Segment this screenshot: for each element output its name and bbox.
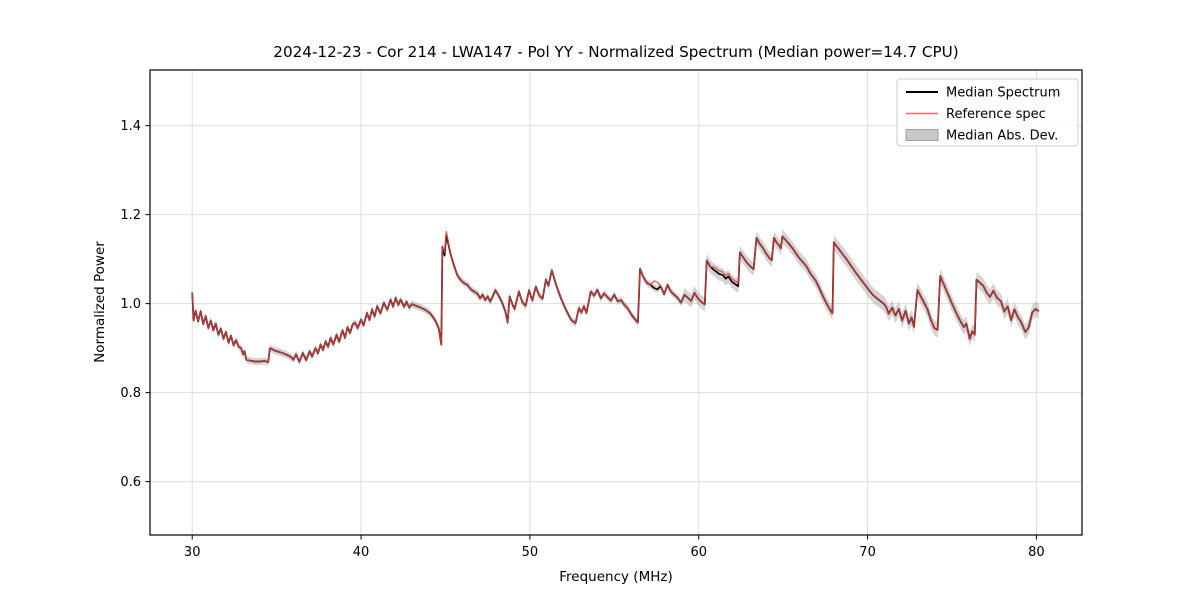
legend-swatch-patch (905, 129, 939, 141)
x-tick-label: 40 (353, 545, 370, 560)
tick-layer: 30 40 50 60 70 80 0.6 0.8 1.0 1.2 1.4 (120, 119, 1044, 560)
legend-item-label: Median Spectrum (946, 86, 1060, 101)
line-layer (191, 230, 1040, 364)
legend-item-label: Median Abs. Dev. (946, 129, 1058, 144)
y-tick-label: 1.4 (120, 119, 141, 134)
y-tick-label: 1.0 (120, 297, 141, 312)
axes-frame-layer (149, 69, 1083, 536)
legend-box (896, 78, 1079, 147)
x-tick-label: 80 (1028, 545, 1045, 560)
y-axis-label: Normalized Power (92, 241, 108, 363)
y-tick-label: 0.8 (120, 386, 141, 401)
x-axis-label: Frequency (MHz) (559, 569, 672, 585)
x-tick-label: 70 (859, 545, 876, 560)
x-tick-label: 30 (184, 545, 201, 560)
axes-frame (149, 69, 1083, 536)
x-tick-label: 60 (690, 545, 707, 560)
chart-title: 2024-12-23 - Cor 214 - LWA147 - Pol YY -… (273, 43, 958, 61)
reference-spec-line (191, 230, 1040, 363)
legend-item-label: Reference spec (946, 107, 1046, 122)
y-tick-label: 1.2 (120, 208, 141, 223)
x-tick-label: 50 (522, 545, 539, 560)
y-tick-label: 0.6 (120, 475, 141, 490)
legend: Median Spectrum Reference spec Median Abs.… (896, 78, 1079, 147)
